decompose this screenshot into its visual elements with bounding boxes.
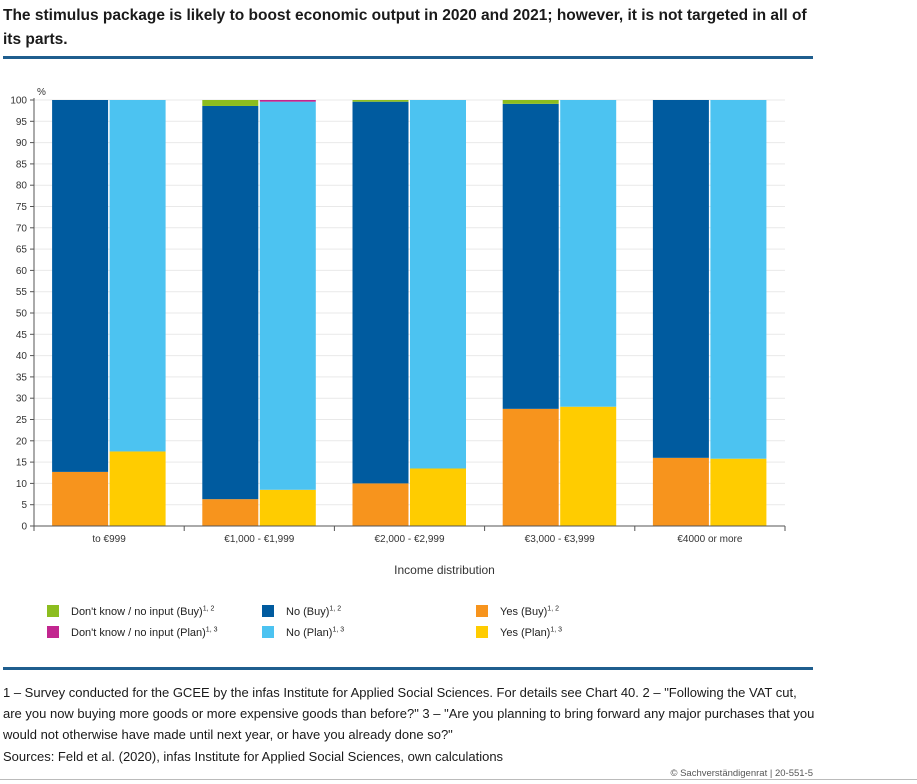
- bar-segment-yes-plan: [259, 489, 316, 526]
- y-tick-label: 5: [21, 500, 27, 511]
- bar-segment-no-plan: [560, 100, 617, 407]
- bar-segment-no-plan: [410, 100, 466, 469]
- copyright: © Sachverständigenrat | 20-551-5: [670, 768, 813, 779]
- y-tick-label: 85: [16, 159, 28, 170]
- bar-segment-yes-buy: [352, 483, 409, 526]
- y-tick-label: 40: [16, 351, 28, 362]
- page-bottom-line: [0, 779, 917, 780]
- y-tick-label: 10: [16, 479, 28, 490]
- x-axis-title: Income distribution: [394, 563, 495, 577]
- y-tick-label: 75: [16, 202, 28, 213]
- bar-segment-no-buy: [202, 105, 259, 500]
- bar-segment-yes-plan: [560, 406, 617, 526]
- bar-segment-don-t-know-no-input-buy: [202, 100, 259, 106]
- legend-swatch-no-plan: [262, 626, 274, 638]
- x-tick-label: €4000 or more: [677, 534, 742, 545]
- bar-segment-no-buy: [502, 103, 559, 409]
- legend-swatch-yes-buy: [476, 605, 488, 617]
- bar-segment-no-buy: [352, 101, 409, 484]
- y-tick-label: 70: [16, 223, 28, 234]
- y-tick-label: 25: [16, 415, 28, 426]
- bar-segment-no-buy: [52, 100, 109, 472]
- y-tick-label: 45: [16, 330, 28, 341]
- top-rule: [3, 56, 813, 59]
- bar-segment-yes-plan: [410, 468, 466, 526]
- x-tick-label: €2,000 - €2,999: [374, 534, 444, 545]
- legend-item-dk-plan: Don't know / no input (Plan)1, 3: [47, 626, 217, 639]
- y-tick-label: 60: [16, 266, 28, 277]
- bar-segment-no-plan: [259, 101, 316, 490]
- x-tick-label: to €999: [92, 534, 126, 545]
- y-tick-label: 100: [10, 96, 27, 107]
- y-axis-unit-label: %: [37, 87, 46, 98]
- bar-segment-don-t-know-no-input-plan: [259, 100, 316, 102]
- y-tick-label: 30: [16, 394, 28, 405]
- legend-item-yes-buy: Yes (Buy)1, 2: [476, 605, 559, 618]
- x-tick-label: €1,000 - €1,999: [224, 534, 294, 545]
- y-tick-label: 80: [16, 181, 28, 192]
- y-tick-label: 95: [16, 117, 28, 128]
- legend-item-no-buy: No (Buy)1, 2: [262, 605, 341, 618]
- bar-segment-don-t-know-no-input-buy: [502, 100, 559, 104]
- bar-segment-yes-buy: [502, 408, 559, 526]
- legend-swatch-no-buy: [262, 605, 274, 617]
- stacked-bar-chart: % 0 5 10 15 20 25 30 35 40 45 50 55 60 65 70 75 80 85 90 95 1…: [10, 87, 786, 577]
- sources: Sources: Feld et al. (2020), infas Insti…: [3, 749, 504, 764]
- bar-segment-yes-plan: [710, 458, 767, 526]
- bottom-section-rule: [3, 667, 813, 670]
- bar-segment-no-buy: [652, 100, 709, 458]
- bar-segment-yes-buy: [202, 499, 259, 526]
- y-tick-label: 65: [16, 245, 28, 256]
- y-tick-label: 20: [16, 436, 28, 447]
- legend-item-yes-plan: Yes (Plan)1, 3: [476, 626, 562, 639]
- y-tick-label: 35: [16, 372, 28, 383]
- bar-segment-don-t-know-no-input-buy: [352, 100, 409, 102]
- y-tick-label: 55: [16, 287, 28, 298]
- bar-segment-yes-plan: [109, 451, 166, 526]
- legend-item-dk-buy: Don't know / no input (Buy)1, 2: [47, 605, 214, 618]
- y-tick-label: 15: [16, 458, 28, 469]
- legend-swatch-yes-plan: [476, 626, 488, 638]
- x-tick-label: €3,000 - €3,999: [525, 534, 595, 545]
- bar-segment-no-plan: [710, 100, 767, 459]
- bar-segment-yes-buy: [652, 457, 709, 526]
- y-tick-label: 90: [16, 138, 28, 149]
- footnotes: 1 – Survey conducted for the GCEE by the…: [3, 685, 815, 742]
- y-tick-label: 0: [21, 522, 27, 533]
- bar-segment-yes-buy: [52, 471, 109, 526]
- chart-title: The stimulus package is likely to boost …: [3, 7, 807, 48]
- legend-swatch-dk-plan: [47, 626, 59, 638]
- y-tick-label: 50: [16, 309, 28, 320]
- bar-segment-no-plan: [109, 100, 166, 452]
- legend-swatch-dk-buy: [47, 605, 59, 617]
- legend-item-no-plan: No (Plan)1, 3: [262, 626, 344, 639]
- legend: Don't know / no input (Buy)1, 2 Don't kn…: [0, 600, 917, 650]
